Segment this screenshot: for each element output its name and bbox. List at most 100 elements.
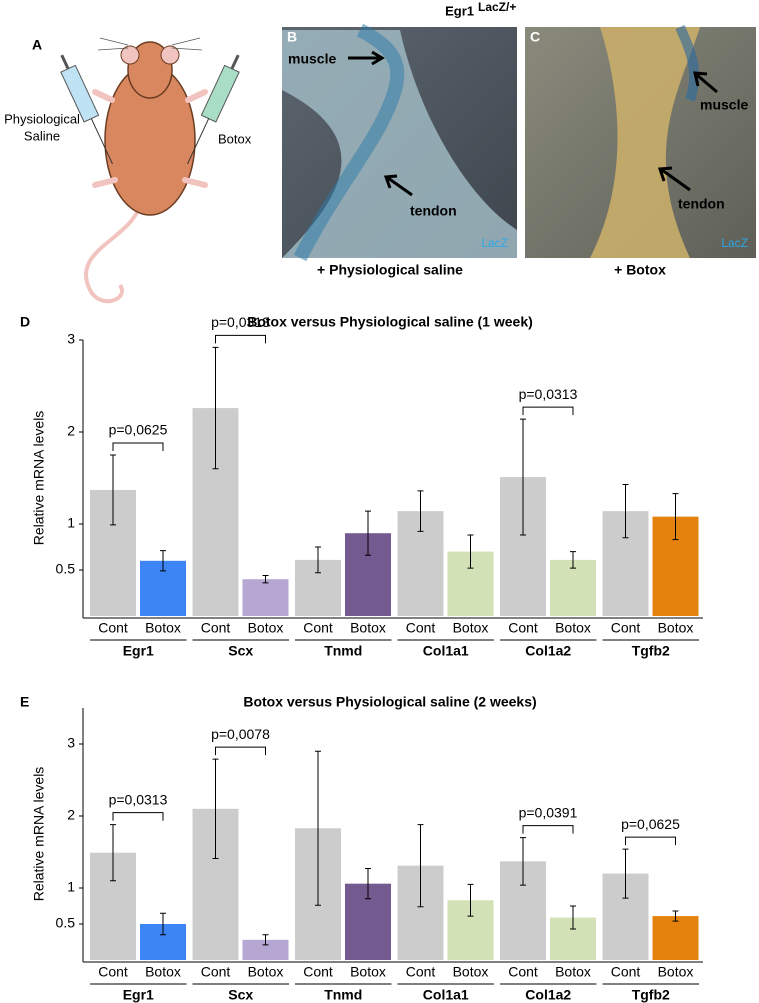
error-bar bbox=[262, 934, 269, 946]
micrograph bbox=[282, 23, 517, 262]
x-tick-label: Botox bbox=[350, 620, 386, 636]
caption: + Botox bbox=[614, 262, 666, 278]
error-bar bbox=[570, 551, 576, 569]
x-tick-label: Cont bbox=[201, 964, 231, 980]
category-label: Tnmd bbox=[324, 643, 362, 659]
error-bar bbox=[315, 546, 321, 574]
x-tick-label: Cont bbox=[611, 620, 641, 636]
x-tick-label: Cont bbox=[98, 620, 128, 636]
panel-label: E bbox=[20, 694, 29, 710]
x-tick-label: Botox bbox=[555, 964, 591, 980]
error-bar bbox=[417, 490, 424, 532]
stain-label: LacZ bbox=[481, 236, 508, 250]
error-bar bbox=[570, 905, 576, 930]
injection-label: Physiological bbox=[4, 111, 80, 126]
bar bbox=[242, 579, 289, 616]
category-label: Scx bbox=[228, 987, 253, 1003]
x-tick-label: Cont bbox=[303, 964, 333, 980]
category-label: Col1a1 bbox=[423, 643, 469, 659]
error-bar bbox=[212, 758, 219, 859]
y-tick-label: 3 bbox=[67, 331, 75, 347]
significance-bracket bbox=[112, 442, 164, 451]
category-label: Tnmd bbox=[324, 987, 362, 1003]
x-tick-label: Botox bbox=[555, 620, 591, 636]
error-bar bbox=[315, 750, 321, 906]
error-bar bbox=[365, 510, 371, 556]
p-value: p=0,0313 bbox=[211, 314, 270, 330]
error-bar bbox=[520, 418, 526, 536]
chart-title: Botox versus Physiological saline (2 wee… bbox=[243, 694, 536, 710]
header-allele: LacZ/+ bbox=[478, 0, 516, 14]
bar bbox=[242, 939, 289, 960]
x-tick-label: Botox bbox=[658, 964, 694, 980]
x-tick-label: Botox bbox=[145, 620, 181, 636]
y-axis-label: Relative mRNA levels bbox=[31, 767, 47, 902]
x-tick-label: Cont bbox=[406, 964, 436, 980]
error-bar bbox=[212, 346, 219, 470]
mouse-illustration bbox=[60, 37, 240, 304]
y-tick-label: 1 bbox=[67, 879, 75, 895]
category-label: Col1a2 bbox=[525, 987, 571, 1003]
y-tick-label: 1 bbox=[67, 515, 75, 531]
chart-title: Botox versus Physiological saline (1 wee… bbox=[247, 314, 533, 330]
x-tick-label: Cont bbox=[611, 964, 641, 980]
category-label: Col1a1 bbox=[423, 987, 469, 1003]
significance-bracket bbox=[215, 746, 266, 756]
p-value: p=0,0313 bbox=[109, 791, 168, 807]
error-bar bbox=[110, 454, 116, 526]
error-bar bbox=[110, 824, 116, 882]
y-tick-label: 2 bbox=[67, 423, 75, 439]
error-bar bbox=[622, 483, 629, 539]
significance-bracket bbox=[522, 406, 574, 416]
category-label: Egr1 bbox=[123, 643, 154, 659]
p-value: p=0,0391 bbox=[519, 804, 578, 820]
p-value: p=0,0625 bbox=[621, 816, 680, 832]
error-bar bbox=[160, 912, 166, 936]
x-tick-label: Cont bbox=[303, 620, 333, 636]
x-tick-label: Cont bbox=[201, 620, 231, 636]
category-label: Egr1 bbox=[123, 987, 154, 1003]
p-value: p=0,0313 bbox=[519, 386, 578, 402]
x-tick-label: Botox bbox=[658, 620, 694, 636]
error-bar bbox=[365, 868, 371, 900]
significance-bracket bbox=[112, 812, 164, 821]
arrow bbox=[383, 174, 413, 197]
significance-bracket bbox=[522, 825, 574, 834]
y-axis-label: Relative mRNA levels bbox=[31, 411, 47, 546]
arrow bbox=[693, 71, 718, 94]
arrow bbox=[657, 166, 691, 192]
category-label: Tgfb2 bbox=[632, 643, 670, 659]
panel-label: B bbox=[287, 29, 297, 45]
stain-label: LacZ bbox=[721, 236, 748, 250]
bar bbox=[550, 559, 596, 616]
panel-label: A bbox=[32, 37, 42, 53]
significance-bracket bbox=[625, 836, 676, 846]
x-tick-label: Botox bbox=[453, 964, 489, 980]
error-bar bbox=[417, 824, 424, 908]
error-bar bbox=[622, 848, 629, 899]
y-tick-label: 0.5 bbox=[56, 561, 76, 577]
micrograph bbox=[525, 25, 756, 258]
x-tick-label: Botox bbox=[453, 620, 489, 636]
x-tick-label: Cont bbox=[98, 964, 128, 980]
injection-label: Saline bbox=[24, 128, 60, 143]
error-bar bbox=[160, 550, 166, 572]
error-bar bbox=[672, 493, 679, 541]
structure-label: tendon bbox=[410, 203, 457, 219]
x-tick-label: Botox bbox=[145, 964, 181, 980]
error-bar bbox=[672, 910, 679, 922]
category-label: Col1a2 bbox=[525, 643, 571, 659]
panel-label: C bbox=[530, 29, 540, 45]
error-bar bbox=[467, 534, 474, 569]
significance-bracket bbox=[215, 334, 266, 344]
x-tick-label: Cont bbox=[508, 620, 538, 636]
error-bar bbox=[262, 575, 269, 584]
structure-label: muscle bbox=[700, 97, 748, 113]
category-label: Scx bbox=[228, 643, 253, 659]
y-tick-label: 2 bbox=[67, 807, 75, 823]
structure-label: tendon bbox=[678, 196, 725, 212]
panel-label: D bbox=[20, 314, 30, 330]
p-value: p=0,0078 bbox=[211, 726, 270, 742]
structure-label: muscle bbox=[288, 51, 336, 67]
